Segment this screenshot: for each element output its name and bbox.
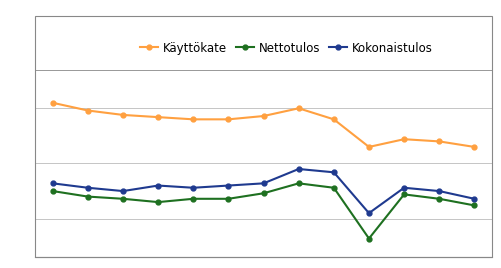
Legend: Käyttökate, Nettotulos, Kokonaistulos: Käyttökate, Nettotulos, Kokonaistulos (135, 37, 436, 59)
Kokonaistulos (295, 168, 301, 171)
Käyttökate (295, 107, 301, 110)
Käyttökate (190, 118, 196, 121)
Käyttökate (225, 118, 231, 121)
Nettotulos (225, 197, 231, 200)
Nettotulos (295, 182, 301, 185)
Käyttökate (50, 101, 56, 105)
Kokonaistulos (330, 171, 336, 174)
Kokonaistulos (85, 186, 91, 189)
Kokonaistulos (470, 197, 476, 200)
Käyttökate (85, 109, 91, 112)
Nettotulos (50, 189, 56, 193)
Käyttökate (400, 137, 406, 141)
Käyttökate (365, 145, 371, 148)
Kokonaistulos (155, 184, 161, 187)
Kokonaistulos (365, 211, 371, 215)
Line: Käyttökate: Käyttökate (50, 100, 476, 149)
Line: Nettotulos: Nettotulos (50, 181, 476, 241)
Käyttökate (330, 118, 336, 121)
Käyttökate (120, 113, 126, 117)
Käyttökate (470, 145, 476, 148)
Käyttökate (155, 116, 161, 119)
Nettotulos (470, 204, 476, 207)
Line: Kokonaistulos: Kokonaistulos (50, 167, 476, 215)
Nettotulos (260, 192, 266, 195)
Nettotulos (330, 186, 336, 189)
Kokonaistulos (435, 189, 441, 193)
Kokonaistulos (50, 182, 56, 185)
Käyttökate (260, 114, 266, 118)
Kokonaistulos (190, 186, 196, 189)
Kokonaistulos (260, 182, 266, 185)
Nettotulos (365, 237, 371, 240)
Nettotulos (400, 193, 406, 196)
Kokonaistulos (120, 189, 126, 193)
Kokonaistulos (225, 184, 231, 187)
Nettotulos (190, 197, 196, 200)
Käyttökate (435, 140, 441, 143)
Nettotulos (85, 195, 91, 198)
Nettotulos (155, 200, 161, 204)
Nettotulos (435, 197, 441, 200)
Kokonaistulos (400, 186, 406, 189)
Nettotulos (120, 197, 126, 200)
